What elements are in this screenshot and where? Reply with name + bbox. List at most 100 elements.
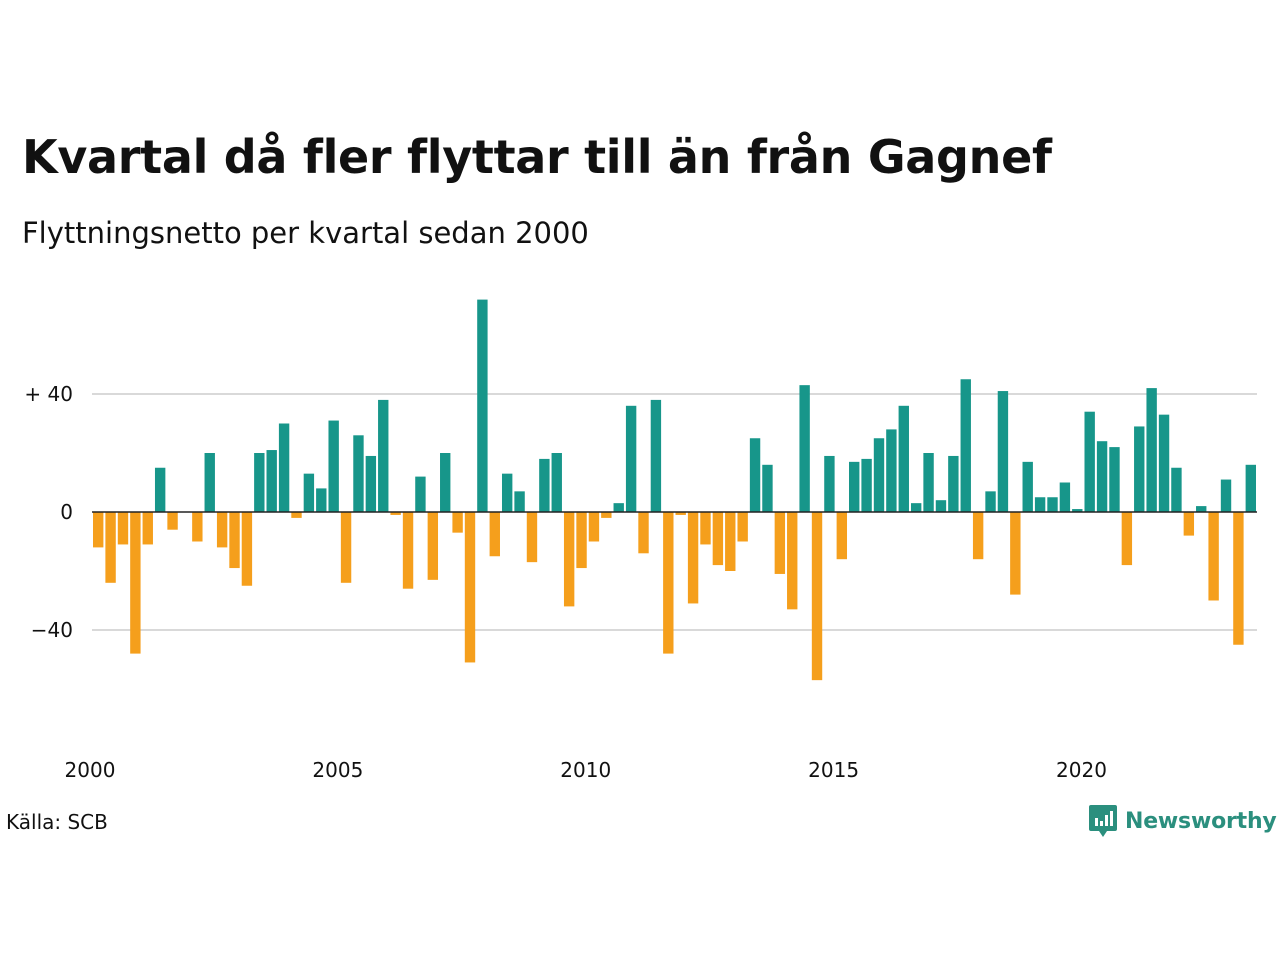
bar — [477, 299, 488, 512]
bar — [985, 491, 996, 512]
bar — [960, 379, 971, 512]
bar — [464, 512, 476, 663]
bar — [613, 503, 624, 512]
bar — [687, 512, 699, 604]
bar — [254, 453, 265, 512]
bar — [824, 455, 835, 512]
y-tick-label: + 40 — [24, 382, 73, 406]
bar — [316, 488, 327, 512]
bar — [427, 512, 439, 580]
bar — [625, 405, 637, 512]
bar — [328, 420, 339, 512]
brand-name: Newsworthy — [1125, 808, 1277, 834]
bar — [836, 512, 848, 560]
bar — [105, 512, 116, 583]
bar — [787, 512, 798, 610]
bar — [1220, 479, 1232, 512]
bar-chart: + 40 0 −40 2000 2005 2010 2015 2020 — [24, 299, 1257, 782]
bar — [514, 491, 525, 512]
bar — [576, 512, 587, 569]
bar — [1183, 512, 1195, 536]
bar — [1208, 512, 1219, 601]
bar — [811, 512, 823, 681]
bar — [1084, 411, 1095, 512]
bar — [1059, 482, 1071, 512]
bar — [340, 512, 352, 583]
brand-logo: Newsworthy — [1088, 803, 1277, 839]
bar — [192, 512, 203, 542]
bar — [440, 453, 451, 512]
bar — [130, 512, 141, 654]
bar — [563, 512, 575, 607]
bar — [638, 512, 649, 554]
x-tick-label: 2005 — [312, 758, 363, 782]
bar — [935, 500, 947, 512]
bar — [415, 476, 426, 512]
bar — [650, 399, 662, 512]
bar — [749, 438, 761, 512]
bar — [142, 512, 153, 545]
bar — [1034, 497, 1046, 512]
bar — [972, 512, 984, 560]
bar-chart-badge-icon — [1089, 805, 1117, 837]
bar — [923, 453, 934, 512]
y-tick-label: −40 — [31, 618, 73, 642]
chart-subtitle: Flyttningsnetto per kvartal sedan 2000 — [22, 216, 589, 250]
bar — [663, 512, 674, 654]
bar — [898, 405, 909, 512]
bar — [1109, 447, 1120, 512]
bar — [737, 512, 748, 542]
bar — [948, 455, 959, 512]
bar — [588, 512, 600, 542]
bar — [700, 512, 711, 545]
bar — [93, 512, 104, 548]
bar — [1158, 414, 1170, 512]
bar — [353, 435, 364, 512]
bar — [365, 455, 377, 512]
axes: + 40 0 −40 2000 2005 2010 2015 2020 — [24, 382, 1257, 782]
bar — [526, 512, 538, 563]
bar — [762, 464, 773, 512]
bar — [303, 473, 315, 512]
bar — [291, 512, 302, 518]
bar — [452, 512, 463, 533]
bar — [1121, 512, 1133, 566]
bar — [1072, 509, 1083, 512]
x-tick-label: 2020 — [1056, 758, 1107, 782]
chart-title: Kvartal då fler flyttar till än från Gag… — [22, 130, 1052, 184]
bar — [849, 461, 860, 512]
bar — [390, 512, 401, 515]
bar — [204, 453, 215, 512]
bar — [167, 512, 178, 530]
bar — [861, 458, 872, 512]
bar — [1010, 512, 1021, 595]
bar — [675, 512, 686, 515]
bars — [93, 299, 1256, 681]
bar — [1134, 426, 1145, 512]
bar — [601, 512, 612, 518]
bar — [501, 473, 513, 512]
bar — [1233, 512, 1244, 645]
grid-lines — [92, 393, 1257, 631]
bar — [1196, 506, 1207, 512]
bar — [799, 385, 810, 512]
bar — [378, 399, 389, 512]
bar — [117, 512, 129, 545]
bar — [154, 467, 166, 512]
bar — [712, 512, 724, 566]
x-tick-label: 2000 — [65, 758, 116, 782]
bar — [216, 512, 228, 548]
bar — [278, 423, 290, 512]
bar — [725, 512, 736, 571]
x-tick-label: 2015 — [808, 758, 859, 782]
bar — [1096, 441, 1108, 512]
y-tick-label: 0 — [60, 500, 73, 524]
bar — [910, 503, 922, 512]
source-label: Källa: SCB — [6, 810, 108, 834]
x-tick-label: 2010 — [560, 758, 611, 782]
bar — [539, 458, 550, 512]
bar — [997, 391, 1009, 512]
bar — [229, 512, 240, 569]
bar — [489, 512, 500, 557]
bar — [1171, 467, 1182, 512]
